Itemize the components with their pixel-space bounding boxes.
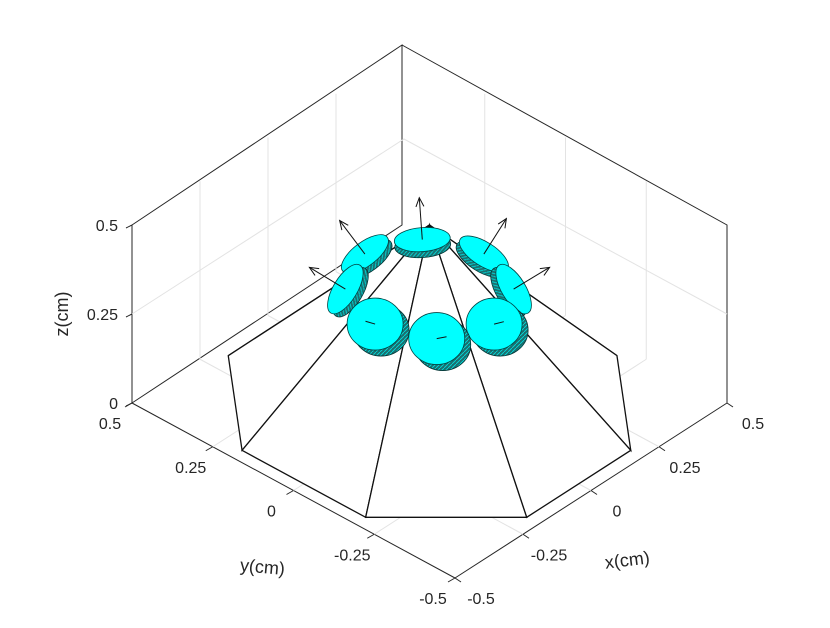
normal-arrow [493, 321, 504, 325]
y-axis-label: y(cm) [239, 555, 286, 579]
x-tick-mark [726, 402, 734, 408]
disk [393, 196, 452, 259]
normal-arrow [418, 197, 423, 240]
normal-arrow [513, 266, 550, 290]
z-tick-mark [125, 402, 133, 407]
x-tick-mark [454, 577, 462, 583]
arrow-head [308, 266, 320, 276]
y-tick-label: 0 [267, 504, 276, 521]
y-tick-label: 0.5 [99, 416, 121, 433]
x-axis-label: x(cm) [604, 547, 651, 572]
normal-arrow [365, 320, 376, 325]
disk [308, 263, 369, 318]
y-tick-label: -0.5 [419, 591, 447, 608]
y-tick-mark [447, 577, 456, 583]
arrow-head [497, 217, 508, 229]
back-left-edge [131, 44, 403, 404]
normal-arrow [339, 220, 366, 255]
normal-arrow [309, 266, 346, 290]
y-tick-mark [367, 533, 375, 539]
octagonal-pyramid [227, 222, 632, 519]
x-tick-mark [522, 533, 530, 539]
arrow-head [539, 266, 551, 276]
x-tick-label: 0.25 [669, 460, 700, 477]
z-axis-label: z(cm) [52, 292, 72, 337]
x-tick-label: 0 [613, 504, 622, 521]
z-tick-label: 0.5 [96, 218, 118, 235]
x-tick-label: -0.25 [531, 547, 568, 564]
arrow-head [338, 219, 349, 231]
normal-arrow [436, 336, 447, 340]
x-tick-label: 0.5 [742, 416, 764, 433]
y-tick-label: 0.25 [175, 460, 206, 477]
x-tick-mark [658, 446, 666, 452]
back-right-edge [401, 44, 728, 403]
z-tick-label: 0 [109, 396, 118, 413]
disk [346, 297, 410, 357]
disk-face [465, 297, 523, 351]
ticks: -0.5 -0.25 0 0.25 0.5 -0.5 -0.25 0 0.25 0.5 0 0.25 0… [87, 218, 764, 608]
normal-arrow [483, 218, 507, 255]
z-tick-label: 0.25 [87, 307, 118, 324]
arrow-head [415, 196, 425, 208]
disk [465, 297, 529, 357]
x-tick-label: -0.5 [467, 591, 495, 608]
disk [408, 312, 472, 371]
x-tick-mark [590, 490, 598, 495]
z-tick-mark [125, 313, 133, 318]
pyramid-face [364, 222, 528, 518]
y-tick-label: -0.25 [334, 547, 371, 564]
z-tick-mark [125, 224, 133, 229]
disk-group [308, 196, 551, 371]
grid-line-z [131, 138, 728, 315]
disk [455, 217, 509, 278]
y-tick-mark [205, 446, 213, 452]
y-tick-mark [286, 490, 294, 495]
